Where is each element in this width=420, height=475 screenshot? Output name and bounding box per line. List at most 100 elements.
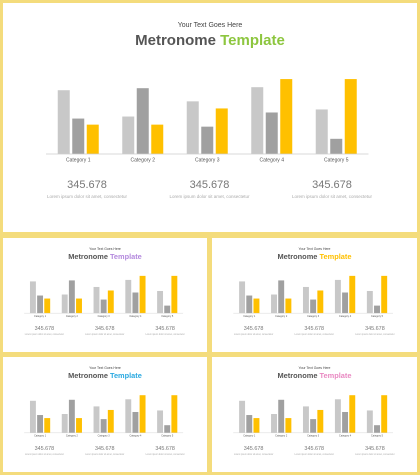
bar [68, 280, 75, 314]
note-number: 345.678 [304, 326, 324, 332]
bar [132, 411, 139, 433]
note-number: 345.678 [95, 326, 115, 332]
bar [215, 108, 228, 154]
x-tick-label: Category 1 [66, 157, 91, 163]
bar [157, 290, 164, 314]
x-tick-label: Category 3 [98, 434, 111, 437]
bar [93, 286, 100, 314]
x-tick-label: Category 4 [339, 315, 352, 318]
bar [315, 109, 328, 154]
bar [100, 299, 107, 314]
x-tick-label: Category 5 [161, 315, 174, 318]
bar [125, 279, 132, 314]
bar [86, 124, 99, 154]
note-number: 345.678 [155, 446, 175, 452]
subtitle: Your Text Goes Here [178, 22, 243, 29]
note-text: Lorem ipsum dolor sit amet, consectetur [292, 194, 373, 199]
bar [334, 279, 341, 314]
bar [344, 79, 357, 154]
title: Metronome Template [277, 371, 351, 380]
x-tick-label: Category 2 [275, 315, 288, 318]
bar [57, 90, 70, 154]
x-tick-label: Category 3 [195, 157, 220, 163]
note-text: Lorem ipsum dolor sit amet, consectetur [85, 453, 124, 456]
bar [349, 395, 356, 433]
x-tick-label: Category 4 [129, 434, 142, 437]
title-accent: Template [320, 252, 352, 261]
x-tick-label: Category 1 [243, 434, 256, 437]
bar [374, 305, 380, 314]
bar [44, 418, 51, 433]
note-number: 345.678 [67, 179, 107, 191]
title: Metronome Template [68, 371, 142, 380]
note-number: 345.678 [155, 326, 175, 332]
bar [171, 395, 178, 433]
note-number: 345.678 [304, 446, 324, 452]
x-tick-label: Category 5 [161, 434, 174, 437]
bar [285, 298, 292, 314]
note-number: 345.678 [35, 326, 55, 332]
bar [37, 295, 44, 314]
note-text: Lorem ipsum dolor sit amet, consectetur [355, 453, 395, 456]
bar [139, 395, 146, 433]
x-tick-label: Category 5 [324, 157, 349, 163]
bar [186, 101, 199, 154]
note-text: Lorem ipsum dolor sit amet, consectetur [25, 453, 64, 456]
note-text: Lorem ipsum dolor sit amet, consectetur [146, 453, 185, 456]
bar [251, 87, 264, 154]
bar [317, 409, 324, 433]
subtitle: Your Text Goes Here [89, 247, 121, 251]
bar [44, 298, 51, 314]
bar [100, 419, 107, 433]
bar [342, 411, 349, 433]
subtitle: Your Text Goes Here [299, 366, 331, 370]
bar [171, 275, 178, 314]
bar [72, 118, 85, 154]
title-main: Metronome [277, 371, 317, 380]
bar [265, 112, 278, 154]
bar [29, 400, 36, 433]
x-tick-label: Category 3 [307, 315, 320, 318]
note-number: 345.678 [365, 446, 385, 452]
bar [285, 418, 292, 433]
note-text: Lorem ipsum dolor sit amet, consectetur [47, 194, 128, 199]
note-number: 345.678 [244, 326, 264, 332]
bar [253, 418, 260, 433]
x-tick-label: Category 2 [66, 315, 79, 318]
note-text: Lorem ipsum dolor sit amet, consectetur [295, 333, 335, 336]
note-number: 345.678 [365, 326, 385, 332]
bar [253, 298, 260, 314]
bar [246, 295, 253, 314]
title-accent: Template [110, 252, 142, 261]
bar [122, 116, 135, 154]
x-tick-label: Category 4 [339, 434, 352, 437]
title-accent: Template [320, 371, 352, 380]
bar [271, 294, 277, 314]
x-tick-label: Category 1 [34, 315, 47, 318]
x-tick-label: Category 2 [131, 157, 156, 163]
bar [164, 305, 171, 314]
bar [302, 286, 309, 314]
bar [330, 138, 343, 154]
bar [107, 409, 114, 433]
bar [151, 124, 164, 154]
note-number: 345.678 [35, 446, 55, 452]
bar [366, 290, 373, 314]
bar [239, 281, 246, 314]
bar [349, 275, 356, 314]
bar [139, 275, 146, 314]
bar [310, 299, 317, 314]
note-number: 345.678 [190, 179, 230, 191]
bar [136, 88, 149, 154]
bar [61, 414, 68, 433]
bar [271, 414, 277, 433]
bar [317, 290, 324, 314]
bar [29, 281, 36, 314]
x-tick-label: Category 4 [129, 315, 142, 318]
bar [366, 410, 373, 433]
